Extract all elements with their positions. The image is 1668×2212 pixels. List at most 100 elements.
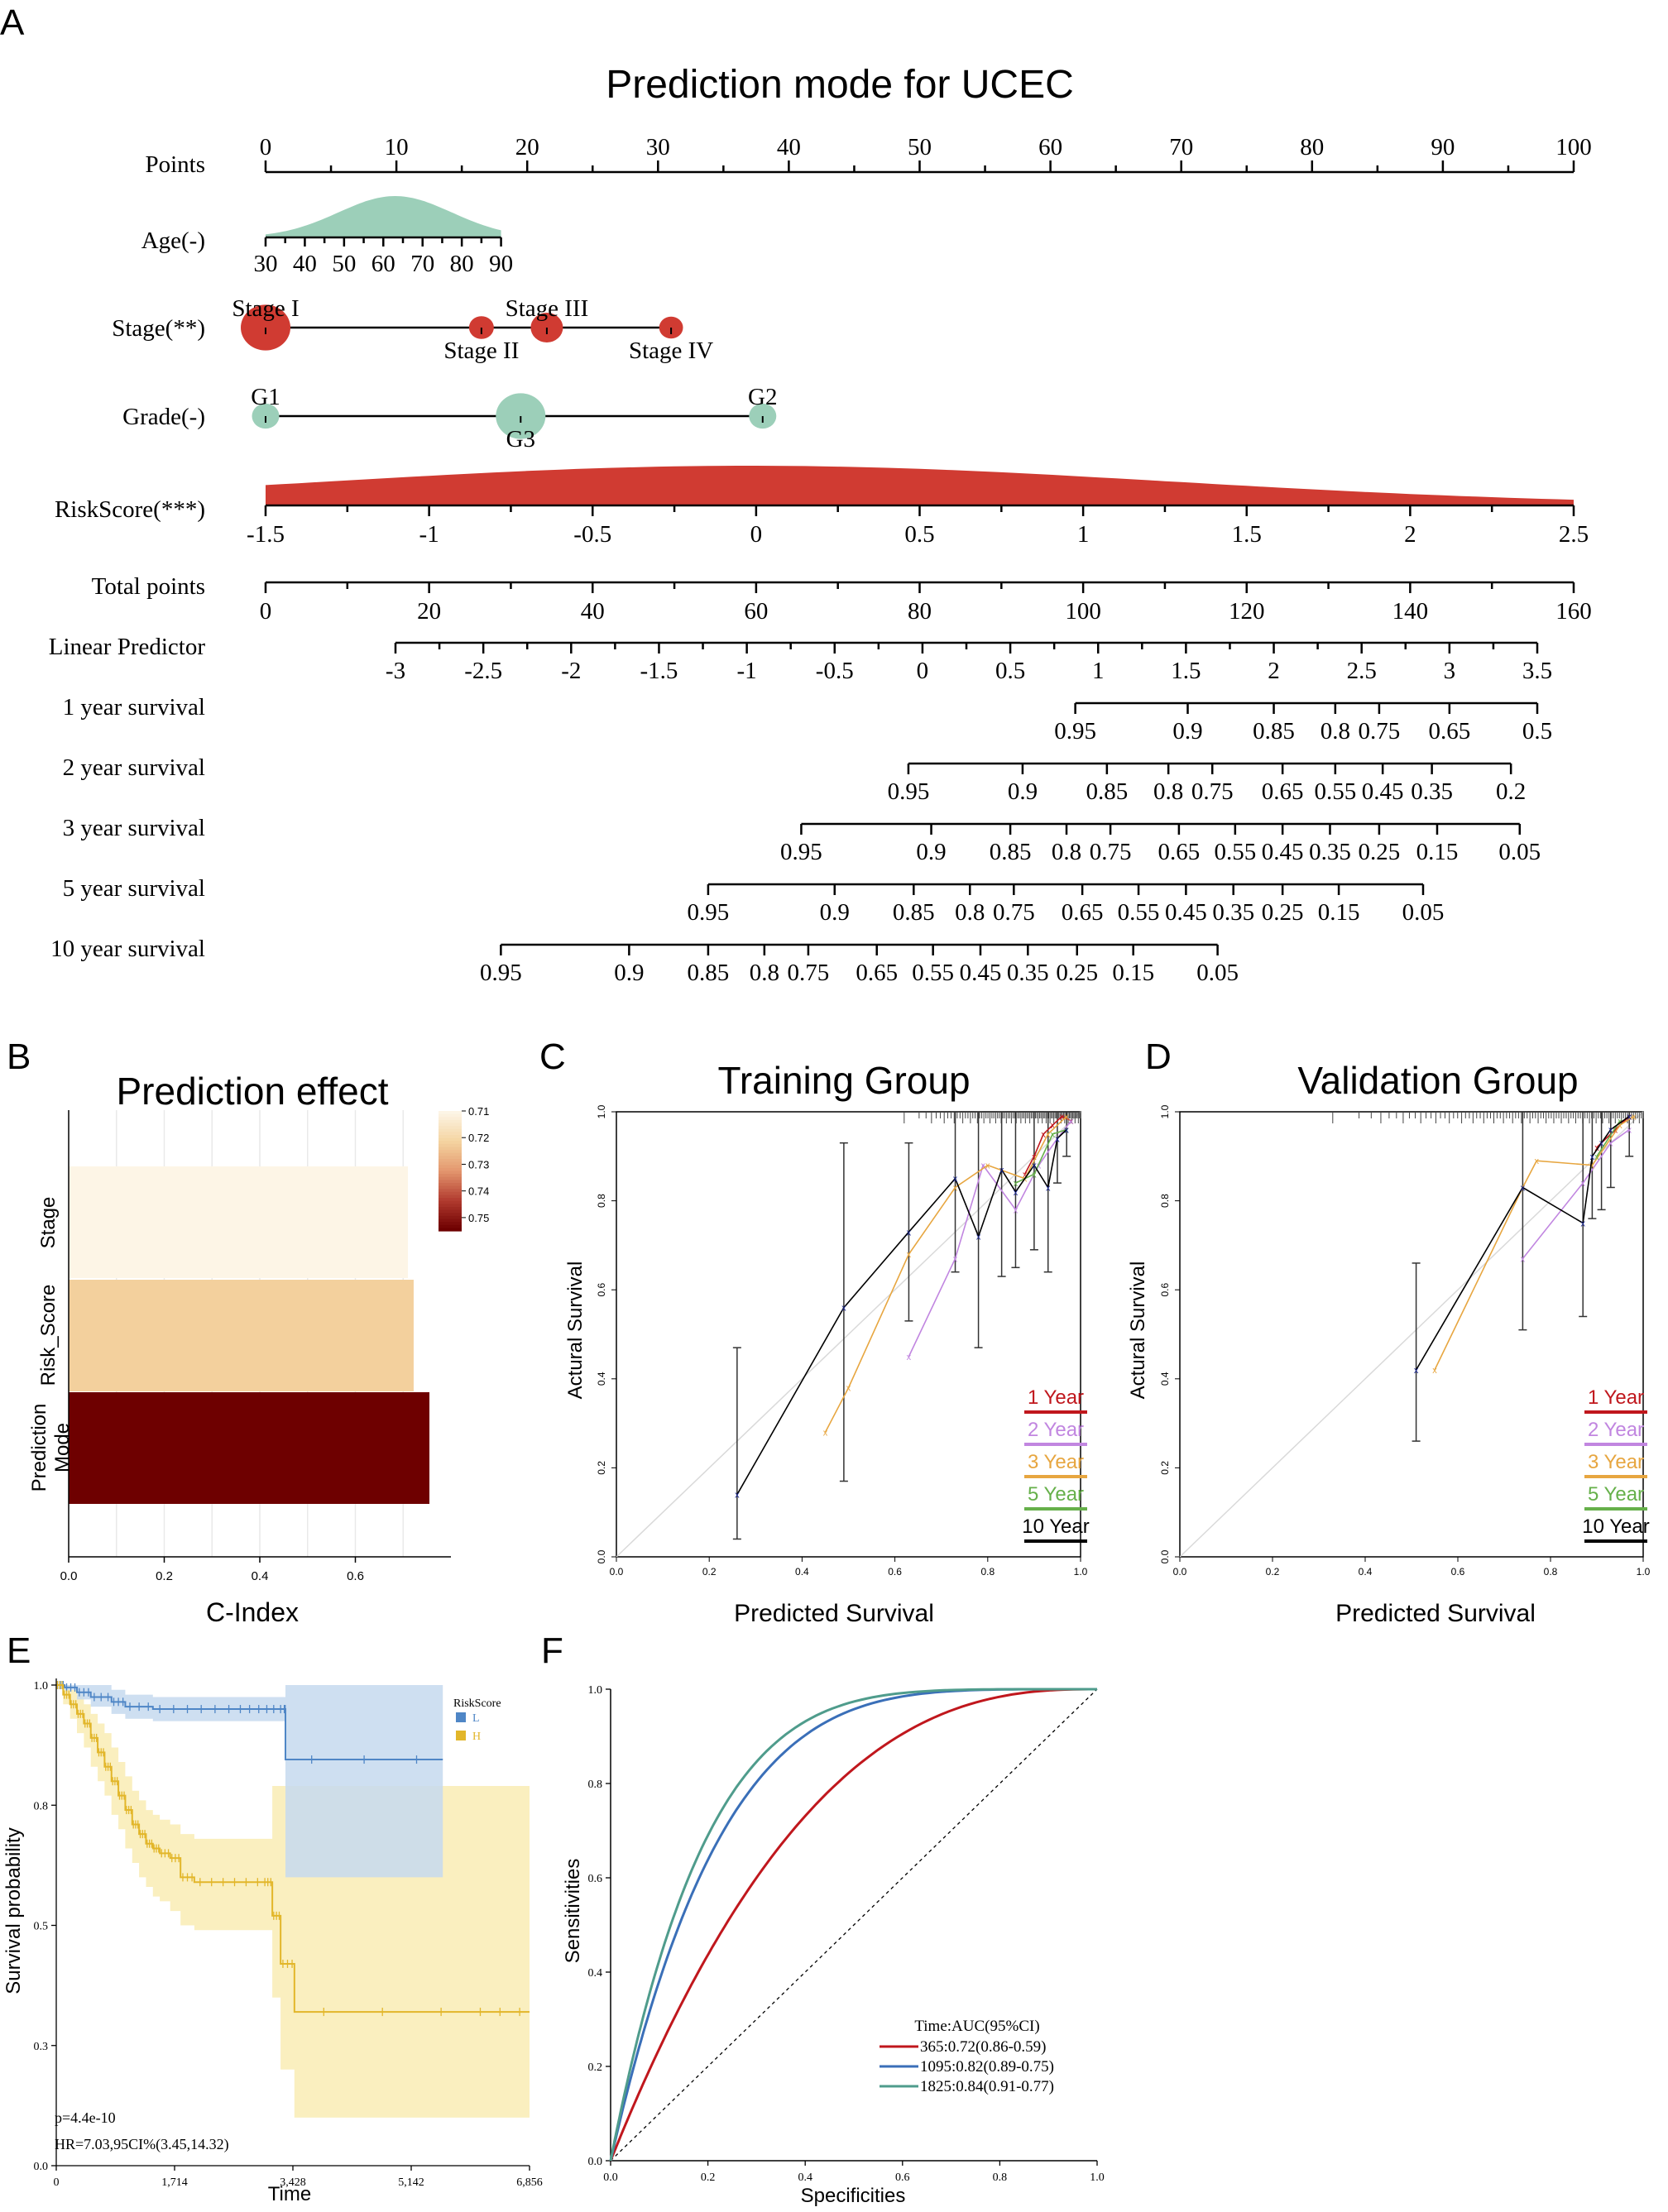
series-1-year-point: x	[1627, 1112, 1632, 1122]
survival-tick-label: 0.8	[1052, 839, 1081, 865]
survival-tick-label: 0.9	[614, 960, 644, 986]
legend-swatch	[439, 1167, 462, 1172]
chart-d-ylabel: Actural Survival	[1127, 1262, 1149, 1400]
panel-label-d: D	[1145, 1037, 1172, 1077]
series-2-year-point: x	[907, 1353, 912, 1362]
nomogram-row-label-11: 10 year survival	[50, 936, 205, 962]
panel-d-validation-group: D Validation Group Predicted Survival Ac…	[1127, 1037, 1651, 1627]
x-tick-label: 0.4	[1359, 1566, 1373, 1578]
legend-label: L	[472, 1712, 480, 1725]
series-10-year-point: x	[1064, 1126, 1069, 1136]
legend-title: RiskScore	[453, 1697, 501, 1710]
y-tick-label: 0.4	[1159, 1372, 1171, 1386]
legend-label: 3 Year	[1028, 1451, 1084, 1473]
roc-curve-365	[609, 1688, 1097, 2162]
y-tick-label: 0.2	[596, 1461, 607, 1475]
x-tick-label: 0.6	[1451, 1566, 1465, 1578]
legend-swatch	[439, 1156, 462, 1160]
survival-tick-label: 0.8	[750, 960, 779, 986]
y-tick-label: 0.8	[588, 1779, 603, 1791]
legend-swatch	[439, 1165, 462, 1169]
age-tick-label: 30	[254, 251, 278, 277]
age-tick-label: 50	[332, 251, 356, 277]
survival-tick-label: 0.75	[788, 960, 830, 986]
survival-tick-label: 0.95	[780, 839, 822, 865]
legend-swatch	[439, 1213, 462, 1217]
x-tick-label: 0.6	[888, 1566, 902, 1578]
lp-tick-label: -0.5	[816, 658, 854, 684]
survival-tick-label: 0.65	[1428, 718, 1470, 745]
x-tick-label: 1,714	[161, 2176, 188, 2189]
survival-curve-h	[56, 1684, 530, 2013]
lp-tick-label: -2	[561, 658, 581, 684]
series-1-year-point: x	[1060, 1112, 1065, 1122]
survival-tick-label: 0.55	[1118, 899, 1160, 926]
reference-diagonal	[610, 1688, 1098, 2162]
plot-frame	[616, 1111, 1081, 1558]
legend-label: 10 Year	[1022, 1515, 1089, 1538]
series-3-year-point: x	[1534, 1156, 1539, 1166]
series-5-year-line	[1596, 1120, 1621, 1157]
legend-swatch	[439, 1137, 462, 1142]
x-tick-label: 0.2	[701, 2171, 716, 2184]
legend-swatch	[439, 1209, 462, 1214]
x-tick-label: 0.0	[60, 1569, 78, 1583]
lp-tick-label: 0	[917, 658, 929, 684]
legend-label: 2 Year	[1588, 1419, 1644, 1441]
age-tick-label: 90	[489, 251, 513, 277]
series-3-year-point: x	[1618, 1121, 1622, 1131]
series-10-year-point: x	[1627, 1112, 1632, 1122]
series-2-year-point: x	[1521, 1255, 1526, 1265]
survival-tick-label: 0.45	[1362, 778, 1404, 805]
series-2-year-point: x	[1580, 1179, 1585, 1189]
series-5-year-point: x	[1051, 1130, 1056, 1140]
survival-tick-label: 0.85	[893, 899, 935, 926]
survival-tick-label: 0.45	[960, 960, 1002, 986]
series-1-year-point: x	[1041, 1130, 1046, 1140]
legend-tick-label: 0.72	[468, 1132, 489, 1144]
survival-tick-label: 0.25	[1359, 839, 1401, 865]
chart-d-plot: 0.0 0.2 0.4 0.6 0.8 1.00.00.20.40.60.81.0xxxx…	[1159, 1104, 1651, 1578]
legend-swatch	[439, 1143, 462, 1148]
series-2-year-point: x	[1037, 1161, 1042, 1171]
legend-swatch	[439, 1228, 462, 1232]
totalpoints-tick-label: 80	[908, 598, 932, 625]
y-tick-label: 0.0	[1159, 1549, 1171, 1563]
legend-swatch	[439, 1113, 462, 1118]
series-3-year-point: x	[1632, 1112, 1637, 1122]
survival-tick-label: 0.85	[688, 960, 730, 986]
y-tick-label: 0.0	[34, 2161, 49, 2173]
stage-category-label: Stage IV	[629, 338, 713, 364]
y-tick-label: 0.0	[588, 2156, 603, 2168]
riskscore-tick-label: 2.5	[1559, 521, 1589, 548]
survival-tick-label: 0.55	[1214, 839, 1256, 865]
legend-swatch	[439, 1207, 462, 1211]
roc-curve-1825	[609, 1688, 1097, 2162]
points-tick-label: 30	[646, 134, 670, 160]
y-tick-label: 1.0	[34, 1680, 49, 1693]
series-5-year-point: x	[1032, 1170, 1037, 1180]
x-tick-label: 0.8	[993, 2171, 1008, 2184]
series-10-year-point: x	[1414, 1366, 1419, 1376]
legend-label: 3 Year	[1588, 1451, 1644, 1473]
y-tick-label: 0.2	[588, 2061, 603, 2074]
series-1-year-point: x	[1032, 1152, 1037, 1162]
series-2-year-point: x	[1069, 1117, 1074, 1127]
confidence-band-l	[56, 1685, 443, 1878]
survival-tick-label: 0.85	[1086, 778, 1128, 805]
survival-tick-label: 0.8	[1153, 778, 1183, 805]
series-10-year-point: x	[735, 1491, 740, 1501]
x-tick-label: 0.2	[1266, 1566, 1280, 1578]
nomogram-title: Prediction mode for UCEC	[606, 63, 1074, 107]
survival-tick-label: 0.75	[1090, 839, 1132, 865]
survival-tick-label: 0.35	[1007, 960, 1049, 986]
chart-c-title: Training Group	[717, 1059, 970, 1102]
points-tick-label: 10	[385, 134, 409, 160]
x-tick-label: 0.0	[603, 2171, 618, 2184]
chart-c-plot: 0.0 0.2 0.4 0.6 0.8 1.00.00.20.40.60.81.0xxxx…	[596, 1104, 1090, 1578]
survival-tick-label: 0.95	[688, 899, 730, 926]
stage-category-label: Stage II	[443, 338, 519, 364]
survival-tick-label: 0.15	[1318, 899, 1360, 926]
series-3-year-point: x	[953, 1183, 958, 1193]
points-tick-label: 40	[777, 134, 801, 160]
